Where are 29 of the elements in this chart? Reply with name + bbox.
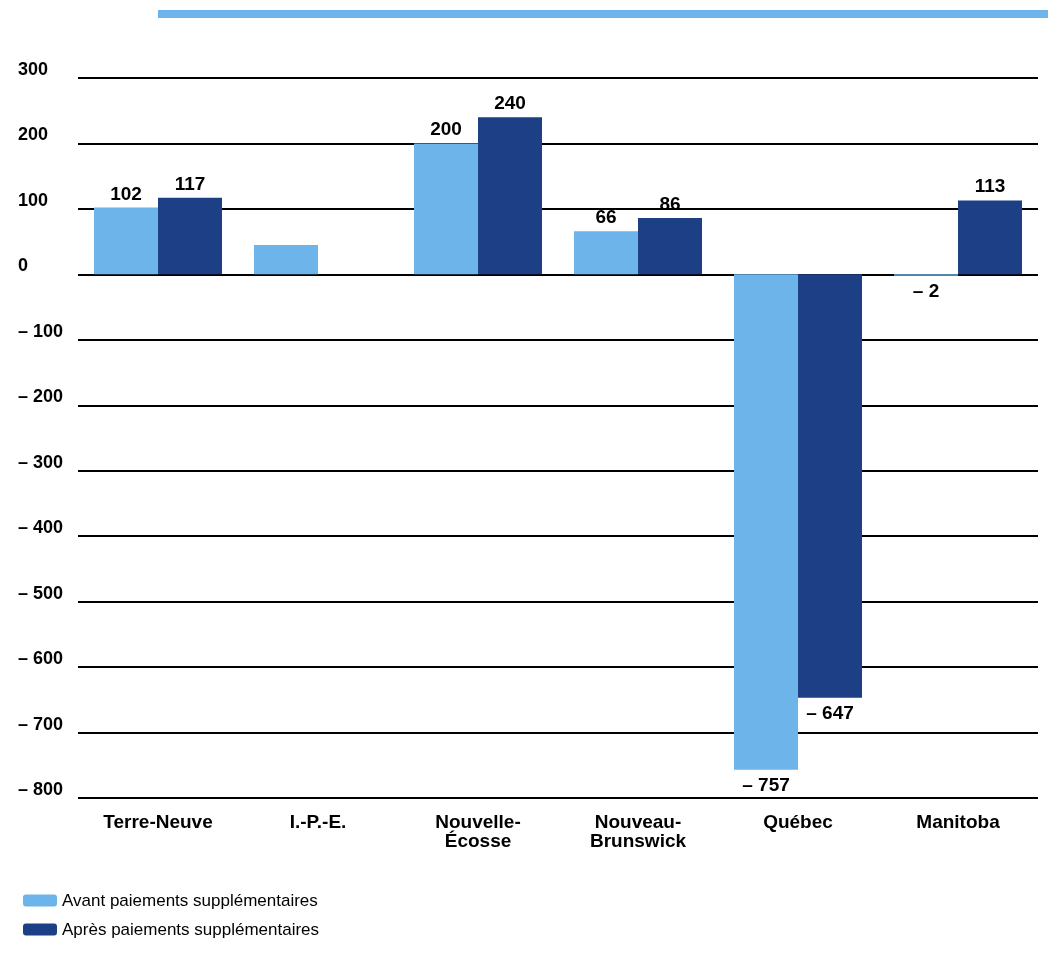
y-tick-label: – 600 (18, 648, 64, 669)
x-tick-label: Terre-Neuve (103, 811, 213, 832)
data-label: – 757 (742, 773, 790, 795)
data-label: – 2 (912, 279, 940, 301)
y-tick-label: 100 (18, 189, 49, 210)
x-tick-label: Nouveau- Brunswick (589, 811, 687, 851)
y-tick-label: – 100 (18, 320, 64, 341)
data-label: 240 (494, 92, 526, 114)
data-label: 102 (110, 182, 142, 204)
x-tick-label: I.-P.-E. (289, 811, 347, 832)
y-tick-label: – 400 (18, 517, 64, 538)
data-label: 117 (174, 172, 206, 194)
y-tick-label: – 200 (18, 386, 64, 407)
y-tick-label: 200 (18, 124, 49, 145)
y-tick-label: – 300 (18, 451, 64, 472)
y-tick-label: 300 (18, 59, 49, 79)
x-tick-label: Nouvelle- Écosse (435, 811, 521, 851)
data-label: 113 (974, 175, 1006, 197)
data-label: – 647 (806, 701, 854, 723)
y-tick-label: 0 (18, 255, 29, 276)
y-tick-label: – 500 (18, 582, 64, 603)
data-label: 200 (430, 118, 462, 140)
y-tick-label: – 700 (18, 713, 64, 734)
data-label: 66 (595, 206, 617, 228)
y-tick-label: – 800 (18, 779, 64, 799)
x-tick-label: Québec (763, 811, 834, 832)
x-tick-label: Manitoba (916, 811, 1001, 832)
legend-label: Avant paiements supplémentaires (62, 891, 318, 910)
legend-label: Après paiements supplémentaires (62, 920, 320, 939)
